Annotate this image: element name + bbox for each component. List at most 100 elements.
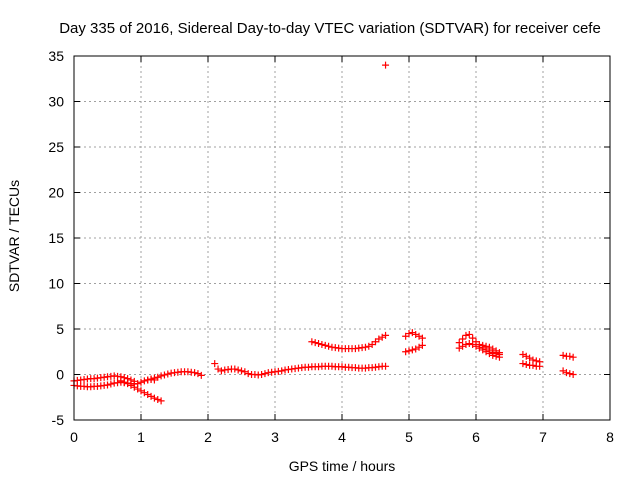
- x-tick-label: 5: [405, 429, 413, 445]
- y-tick-label: 10: [48, 276, 64, 292]
- series-s09: [402, 341, 426, 356]
- data-point: [311, 339, 319, 347]
- series-s06: [308, 331, 390, 353]
- x-tick-label: 0: [70, 429, 78, 445]
- y-tick-label: 15: [48, 230, 64, 246]
- data-point: [308, 338, 316, 346]
- data-point: [154, 373, 162, 381]
- data-point: [479, 341, 487, 349]
- data-point: [197, 371, 205, 379]
- data-point: [569, 371, 577, 378]
- data-point: [465, 330, 473, 338]
- data-point: [315, 340, 323, 348]
- data-point: [519, 360, 527, 368]
- y-tick-label: 5: [56, 321, 64, 337]
- plot-frame: [73, 55, 611, 421]
- data-point: [536, 362, 544, 370]
- data-point: [495, 349, 503, 357]
- data-point: [465, 340, 473, 348]
- data-point: [258, 371, 266, 378]
- data-point: [157, 372, 165, 380]
- data-point: [408, 346, 416, 354]
- data-point: [144, 376, 152, 384]
- ticks-layer: 0 1 2 3 4 5 6 7 8 -5 0 5 10 15 20 25 30 35: [48, 48, 614, 445]
- grid-layer: [74, 56, 610, 420]
- y-tick-label: 35: [48, 48, 64, 64]
- y-tick-label: 25: [48, 139, 64, 155]
- data-point: [405, 330, 413, 338]
- data-point: [459, 335, 467, 343]
- data-point: [325, 342, 333, 350]
- data-point: [418, 341, 426, 349]
- data-point: [529, 361, 537, 369]
- data-point: [382, 61, 390, 69]
- data-point: [402, 348, 410, 356]
- data-point: [107, 380, 115, 388]
- data-point: [238, 367, 245, 375]
- data-point: [137, 378, 145, 386]
- data-point: [566, 352, 574, 360]
- x-tick-label: 8: [606, 429, 614, 445]
- y-axis-label: SDTVAR / TECUs: [6, 180, 22, 292]
- data-point: [234, 366, 242, 374]
- data-point: [217, 367, 225, 375]
- data-point: [120, 378, 128, 386]
- chart-title: Day 335 of 2016, Sidereal Day-to-day VTE…: [59, 20, 601, 37]
- x-tick-label: 4: [338, 429, 346, 445]
- y-tick-label: 30: [48, 94, 64, 110]
- data-point: [150, 394, 158, 402]
- data-point: [382, 331, 390, 339]
- y-tick-label: 20: [48, 185, 64, 201]
- data-point: [569, 353, 577, 361]
- data-point: [231, 365, 239, 373]
- data-point: [117, 377, 125, 385]
- series-s11: [455, 340, 503, 361]
- points-layer: [70, 61, 577, 405]
- data-point: [160, 371, 168, 379]
- x-tick-label: 3: [271, 429, 279, 445]
- data-point: [522, 360, 530, 368]
- series-s13: [519, 350, 544, 366]
- data-point: [559, 351, 567, 359]
- data-point: [104, 381, 111, 389]
- data-point: [418, 334, 426, 342]
- data-point: [566, 370, 574, 378]
- series-s03: [117, 377, 165, 405]
- data-point: [147, 375, 155, 383]
- data-point: [489, 351, 497, 359]
- data-point: [321, 341, 329, 349]
- data-point: [244, 370, 252, 378]
- x-tick-label: 7: [539, 429, 547, 445]
- data-point: [562, 369, 570, 377]
- x-tick-label: 6: [472, 429, 480, 445]
- y-tick-label: 0: [56, 367, 64, 383]
- series-s05: [211, 360, 390, 379]
- data-point: [211, 360, 219, 368]
- data-point: [462, 331, 470, 339]
- data-point: [157, 397, 165, 405]
- data-point: [140, 377, 148, 385]
- data-point: [361, 343, 369, 351]
- data-point: [191, 369, 199, 377]
- x-tick-label: 2: [204, 429, 212, 445]
- series-s04: [144, 368, 205, 384]
- data-point: [382, 362, 390, 370]
- data-point: [462, 340, 470, 348]
- data-point: [318, 340, 326, 348]
- series-s12: [479, 341, 503, 357]
- series-s15: [559, 351, 577, 361]
- series-s16: [559, 367, 577, 378]
- data-point: [469, 334, 477, 342]
- series-s08: [402, 329, 426, 342]
- data-point: [278, 367, 286, 375]
- data-point: [164, 370, 172, 378]
- x-tick-label: 1: [137, 429, 145, 445]
- data-point: [261, 370, 269, 378]
- y-tick-label: -5: [52, 412, 65, 428]
- data-point: [150, 374, 158, 382]
- data-point: [405, 347, 413, 355]
- x-axis-label: GPS time / hours: [289, 458, 396, 474]
- data-point: [154, 396, 162, 404]
